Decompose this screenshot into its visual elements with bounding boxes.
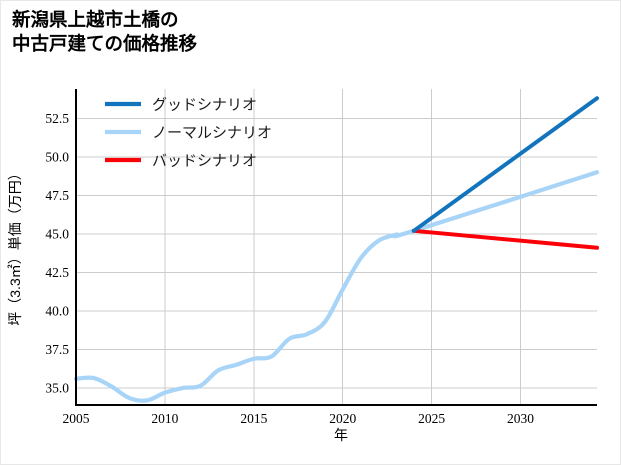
y-tick-label: 47.5 [45, 188, 69, 203]
series-line-normal [73, 170, 600, 403]
x-tick-label: 2015 [240, 411, 267, 426]
y-tick-label: 35.0 [45, 381, 69, 396]
y-tick-label: 52.5 [45, 111, 69, 126]
page-title: 新潟県上越市土橋の 中古戸建ての価格推移 [12, 9, 198, 55]
y-tick-label: 37.5 [45, 342, 69, 357]
x-axis-ticks: 2005 2010 2015 2020 2025 2030 [63, 411, 535, 426]
y-tick-label: 42.5 [45, 265, 69, 280]
x-tick-label: 2030 [507, 411, 534, 426]
x-axis-label: 年 [334, 427, 348, 443]
series-lines [73, 96, 600, 403]
y-tick-label: 50.0 [45, 149, 69, 164]
x-tick-label: 2010 [151, 411, 178, 426]
y-tick-label: 45.0 [45, 227, 69, 242]
x-tick-label: 2020 [329, 411, 356, 426]
legend-label-2: ノーマルシナリオ [152, 125, 272, 141]
series-line-bad [411, 228, 599, 250]
legend-label-3: バッドシナリオ [152, 153, 257, 169]
legend-label-1: グッドシナリオ [152, 96, 257, 113]
axis-spines [74, 89, 597, 407]
x-tick-label: 2025 [418, 411, 445, 426]
y-tick-label: 40.0 [45, 304, 69, 319]
y-axis-label: 坪（3.3㎡）単価（万円） [7, 166, 23, 325]
x-tick-label: 2005 [63, 411, 90, 426]
y-axis-ticks: 35.0 37.5 40.0 42.5 45.0 47.5 50.0 52.5 [45, 111, 69, 396]
gridlines [75, 89, 597, 405]
series-line-good [411, 96, 599, 233]
